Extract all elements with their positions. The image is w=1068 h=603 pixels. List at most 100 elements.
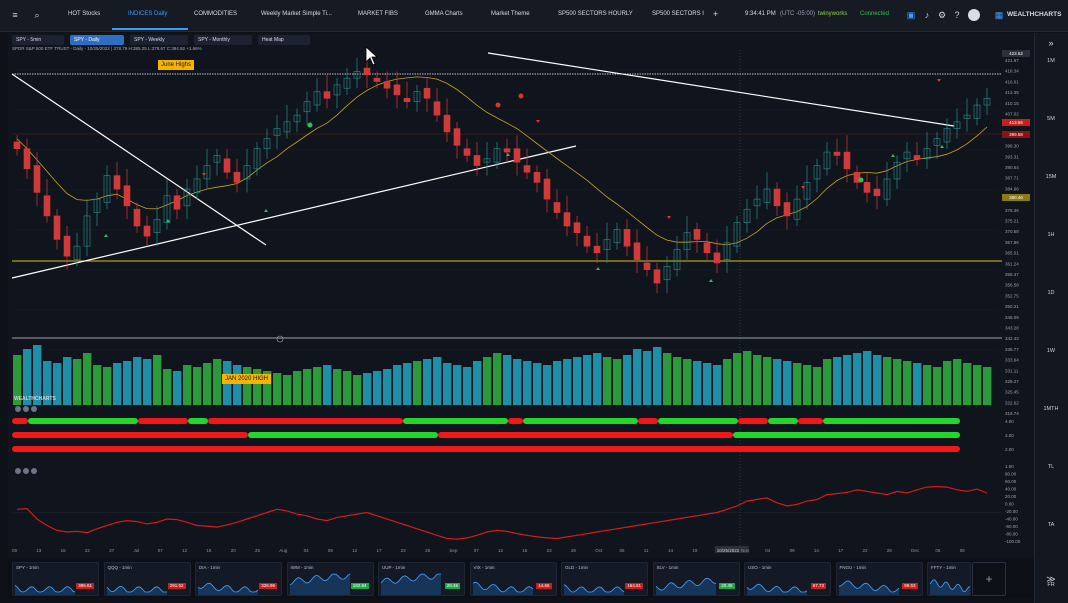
buy-arrow-icon	[891, 154, 895, 157]
volume-bar	[143, 359, 152, 405]
time-axis-label: 28	[571, 548, 577, 553]
avatar[interactable]	[968, 9, 980, 21]
sparkline	[106, 585, 167, 593]
candle-body	[113, 175, 121, 190]
price-axis-label: 352.75	[1005, 293, 1019, 298]
bell-icon[interactable]: ♪	[924, 10, 930, 20]
add-mini-chart-button[interactable]: +	[972, 562, 1006, 596]
volume-bar	[443, 363, 452, 405]
volume-bar	[253, 369, 262, 405]
search-icon[interactable]: ⌕	[34, 10, 40, 20]
tab-hot-stocks[interactable]: HOT Stocks	[68, 11, 101, 17]
chart-panel[interactable]	[8, 33, 1034, 557]
tab-market-theme[interactable]: Market Theme	[491, 11, 530, 17]
timeframe-1w[interactable]: 1W	[1046, 348, 1056, 354]
volume-bar	[353, 375, 362, 405]
mini-chart-label: SLV - 1min	[656, 565, 679, 570]
volume-bar	[813, 367, 822, 405]
sparkline	[838, 580, 899, 593]
volume-bar	[183, 365, 192, 405]
tool-fr[interactable]: FR	[1047, 582, 1055, 588]
timeframe-1d[interactable]: 1D	[1047, 290, 1055, 296]
time-axis-label: 16	[61, 548, 67, 553]
mini-chart-iwm[interactable]: IWM - 1min 182.84	[286, 562, 374, 596]
volume-bar	[383, 369, 392, 405]
time-axis-label: 19	[692, 548, 698, 553]
chart-tab-heat-map[interactable]: Heat Map	[258, 35, 310, 45]
mini-chart-qqq[interactable]: QQQ - 1min 291.52	[103, 562, 191, 596]
volume-bar	[503, 355, 512, 405]
save-icon[interactable]: ▣	[906, 10, 916, 20]
help-icon[interactable]: ?	[954, 10, 960, 20]
mini-chart-vix[interactable]: VIX - 1min 14.66	[469, 562, 557, 596]
expand-panel-icon[interactable]: »	[1048, 38, 1054, 48]
mini-chart-spy[interactable]: SPY - 1min 395.61	[12, 562, 99, 596]
tab-sp500-sectors[interactable]: SP500 SECTORS I	[652, 11, 704, 17]
username[interactable]: twinyworks	[818, 11, 848, 17]
collapse-icon[interactable]: ≫	[1046, 574, 1056, 584]
timeframe-1mth[interactable]: 1MTH	[1043, 406, 1059, 412]
price-tag-current: 413.56	[1002, 119, 1030, 126]
mini-chart-uup[interactable]: UUP - 1min 28.45	[378, 562, 465, 596]
volume-bar	[43, 361, 52, 405]
sell-arrow-icon	[667, 216, 671, 219]
rsi-axis-label: 20.00	[1005, 494, 1017, 499]
price-axis-label: 365.01	[1005, 251, 1019, 256]
sparkline-area	[747, 584, 807, 595]
volume-bar	[343, 371, 352, 405]
mini-chart-slv[interactable]: SLV - 1min 20.45	[652, 562, 740, 596]
buy-arrow-icon	[709, 279, 713, 282]
volume-bar	[873, 355, 882, 405]
chart-tab-spy-monthly[interactable]: SPY - Monthly	[194, 35, 252, 45]
rsi-axis-label: 40.00	[1005, 487, 1017, 492]
trend-ribbon-segment	[248, 432, 438, 438]
hamburger-menu-icon[interactable]: ≡	[12, 10, 18, 20]
volume-bar	[653, 347, 662, 405]
tab-indices-daily[interactable]: INDICES Daily	[128, 11, 168, 17]
signal-dot	[495, 102, 501, 108]
june-highs-label[interactable]: June Highs	[158, 60, 195, 70]
mini-chart-dia[interactable]: DIA - 1min 326.96	[195, 562, 282, 596]
time-axis-label: 12	[498, 548, 504, 553]
mini-chart-gld[interactable]: GLD - 1min 164.61	[561, 562, 648, 596]
volume-bar	[903, 361, 912, 405]
sparkline-area	[655, 578, 716, 595]
price-chart[interactable]: 421.67418.34416.01413.35410.15407.02403.…	[8, 50, 1034, 560]
candle-body	[803, 182, 811, 200]
tab-commodities[interactable]: COMMODITIES	[194, 11, 237, 17]
timeframe-1h[interactable]: 1H	[1047, 232, 1055, 238]
candle-body	[243, 165, 251, 180]
panel-control-icon	[31, 468, 37, 474]
time-axis-label: 13	[36, 548, 42, 553]
sparkline	[289, 573, 350, 586]
jan-2020-high-label[interactable]: JAN 2020 HIGH	[222, 374, 272, 384]
mini-chart-price: 28.45	[444, 583, 460, 589]
mini-chart-ffty[interactable]: FFTY - 1min	[927, 562, 971, 596]
gear-icon[interactable]: ⚙	[937, 10, 947, 20]
price-axis-label: 390.64	[1005, 165, 1019, 170]
volume-bar	[73, 359, 82, 405]
add-tab-button[interactable]: +	[713, 9, 719, 19]
mini-chart-uso[interactable]: USO - 1min 67.73	[744, 562, 831, 596]
volume-bar	[823, 359, 832, 405]
timeframe-5m[interactable]: 5M	[1047, 116, 1055, 122]
chart-tab-spy-5min[interactable]: SPY - 5min	[12, 35, 64, 45]
tab-weekly-market[interactable]: Weekly Market Simple Ti...	[261, 11, 332, 17]
tab-gmma-charts[interactable]: GMMA Charts	[425, 11, 463, 17]
price-axis-label: 413.35	[1005, 90, 1019, 95]
volume-bar	[273, 373, 282, 405]
candle-body	[933, 138, 941, 146]
chart-tab-spy-daily[interactable]: SPY - Daily	[70, 35, 124, 45]
candle-body	[763, 188, 771, 203]
tab-market-fibs[interactable]: MARKET FIBS	[358, 11, 398, 17]
candle-body	[623, 229, 631, 247]
tool-ta[interactable]: TA	[1047, 522, 1055, 528]
tool-tl[interactable]: TL	[1047, 464, 1055, 470]
volume-bar	[103, 367, 112, 405]
mini-chart-fngu[interactable]: FNGU - 1min 99.53	[835, 562, 923, 596]
timeframe-15m[interactable]: 15M	[1045, 174, 1057, 180]
time-axis-label: Aug	[279, 548, 288, 553]
tab-sp500-hourly[interactable]: SP500 SECTORS HOURLY	[558, 11, 633, 17]
timeframe-1m[interactable]: 1M	[1047, 58, 1055, 64]
chart-tab-spy-weekly[interactable]: SPY - Weekly	[130, 35, 188, 45]
